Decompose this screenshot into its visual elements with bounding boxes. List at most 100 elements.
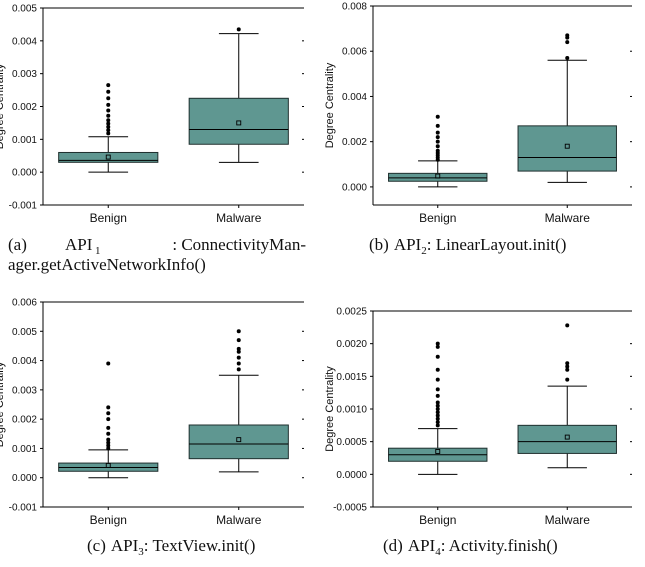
- outlier-point: [565, 377, 570, 382]
- outlier-point: [106, 443, 111, 448]
- y-axis-label: Degree Centrality: [324, 366, 336, 452]
- y-tick-label: 0.006: [342, 47, 367, 58]
- outlier-point: [435, 403, 440, 408]
- y-tick-label: 0.003: [12, 69, 37, 80]
- outlier-point: [236, 361, 241, 366]
- outlier-point: [106, 113, 111, 118]
- caption-api: API: [65, 235, 93, 254]
- caption-api-subscript: 3: [138, 546, 144, 558]
- outlier-point: [435, 148, 440, 153]
- y-tick-label: 0.004: [12, 36, 37, 47]
- box-malware: [188, 329, 289, 473]
- outlier-point: [435, 135, 440, 140]
- box-benign: [388, 341, 488, 475]
- x-tick-label-benign: Benign: [419, 513, 456, 527]
- caption-api: API: [408, 536, 436, 555]
- outlier-point: [106, 131, 111, 136]
- y-tick-label: 0.0025: [336, 307, 367, 318]
- caption-label: (a): [8, 235, 27, 254]
- box-malware: [517, 33, 617, 183]
- mean-marker: [236, 437, 242, 443]
- outlier-point: [236, 27, 241, 32]
- x-tick-label-malware: Malware: [545, 211, 591, 225]
- y-tick-label: 0.001: [12, 135, 37, 146]
- y-tick-label: 0.004: [342, 92, 367, 103]
- mean-marker: [105, 154, 111, 160]
- outlier-point: [435, 130, 440, 135]
- outlier-point: [106, 411, 111, 416]
- y-tick-label: 0.0005: [336, 437, 367, 448]
- chart-api4: -0.0005 0.0000 0.0005 0.0010 0.0015 0.0020 0.0…: [324, 307, 632, 558]
- y-tick-label: -0.0005: [333, 503, 367, 514]
- outlier-point: [435, 123, 440, 128]
- x-tick-label-benign: Benign: [90, 211, 127, 225]
- x-tick-label-malware: Malware: [216, 513, 262, 527]
- caption-title-line2: ager.getActiveNetworkInfo(): [8, 255, 206, 274]
- outlier-point: [435, 341, 440, 346]
- y-tick-label: 0.0020: [336, 339, 367, 350]
- x-tick-label-benign: Benign: [90, 513, 127, 527]
- y-tick-label: -0.001: [9, 503, 38, 514]
- outlier-point: [236, 329, 241, 334]
- mean-marker: [435, 173, 441, 179]
- caption-text: (b) API2: LinearLayout.init(): [369, 235, 566, 257]
- caption-label: (c): [87, 536, 106, 555]
- mean-marker: [236, 120, 242, 126]
- mean-marker: [435, 449, 441, 454]
- outlier-point: [435, 387, 440, 392]
- outlier-point: [106, 89, 111, 94]
- chart-api1: -0.001 0.000 0.001 0.002 0.003 0.004 0.005 Degr…: [0, 4, 306, 275]
- caption: (b) API2: LinearLayout.init(): [369, 235, 566, 257]
- outlier-point: [106, 437, 111, 442]
- y-tick-label: 0.002: [12, 102, 37, 113]
- caption-title: : LinearLayout.init(): [427, 235, 567, 254]
- y-tick-label: -0.001: [9, 201, 38, 212]
- caption-title: : TextView.init(): [144, 536, 256, 555]
- caption-title: : Activity.finish(): [441, 536, 558, 555]
- caption-api: API: [394, 235, 422, 254]
- outlier-point: [435, 423, 440, 428]
- box-malware: [188, 27, 289, 163]
- y-axis-label: Degree Centrality: [324, 62, 336, 148]
- outlier-point: [435, 377, 440, 382]
- iqr-box: [58, 151, 159, 163]
- chart-api3: -0.001 0.000 0.001 0.002 0.003 0.004 0.005 0.00…: [0, 298, 304, 558]
- x-tick-label-malware: Malware: [216, 211, 262, 225]
- outlier-point: [435, 420, 440, 425]
- y-tick-label: 0.000: [12, 168, 37, 179]
- outlier-point: [236, 338, 241, 343]
- y-tick-label: 0.002: [12, 415, 37, 426]
- caption-api-subscript: 1: [95, 245, 101, 257]
- box-benign: [58, 361, 159, 479]
- outlier-point: [106, 431, 111, 436]
- y-tick-label: 0.005: [12, 4, 37, 15]
- caption-label: (b): [369, 235, 389, 254]
- outlier-point: [106, 425, 111, 430]
- outlier-point: [565, 33, 570, 38]
- y-tick-label: 0.002: [342, 137, 367, 148]
- outlier-point: [106, 440, 111, 445]
- caption-text: (d) API4: Activity.finish(): [383, 536, 558, 558]
- outlier-point: [236, 346, 241, 351]
- caption-api-subscript: 2: [421, 245, 427, 257]
- outlier-point: [565, 367, 570, 372]
- outlier-point: [435, 144, 440, 149]
- outlier-point: [435, 416, 440, 421]
- outlier-point: [435, 344, 440, 349]
- box-benign: [388, 114, 488, 188]
- caption: (c) API3: TextView.init(): [87, 536, 255, 558]
- outlier-point: [435, 367, 440, 372]
- outlier-point: [435, 139, 440, 144]
- outlier-point: [565, 56, 570, 61]
- y-tick-label: 0.001: [12, 444, 37, 455]
- outlier-point: [106, 83, 111, 88]
- outlier-point: [106, 361, 111, 366]
- caption-label: (d): [383, 536, 403, 555]
- outlier-point: [106, 417, 111, 422]
- caption-api: API: [111, 536, 139, 555]
- y-tick-label: 0.0010: [336, 405, 367, 416]
- caption-title: : ConnectivityMan-: [172, 235, 306, 254]
- y-tick-label: 0.0015: [336, 372, 367, 383]
- outlier-point: [106, 405, 111, 410]
